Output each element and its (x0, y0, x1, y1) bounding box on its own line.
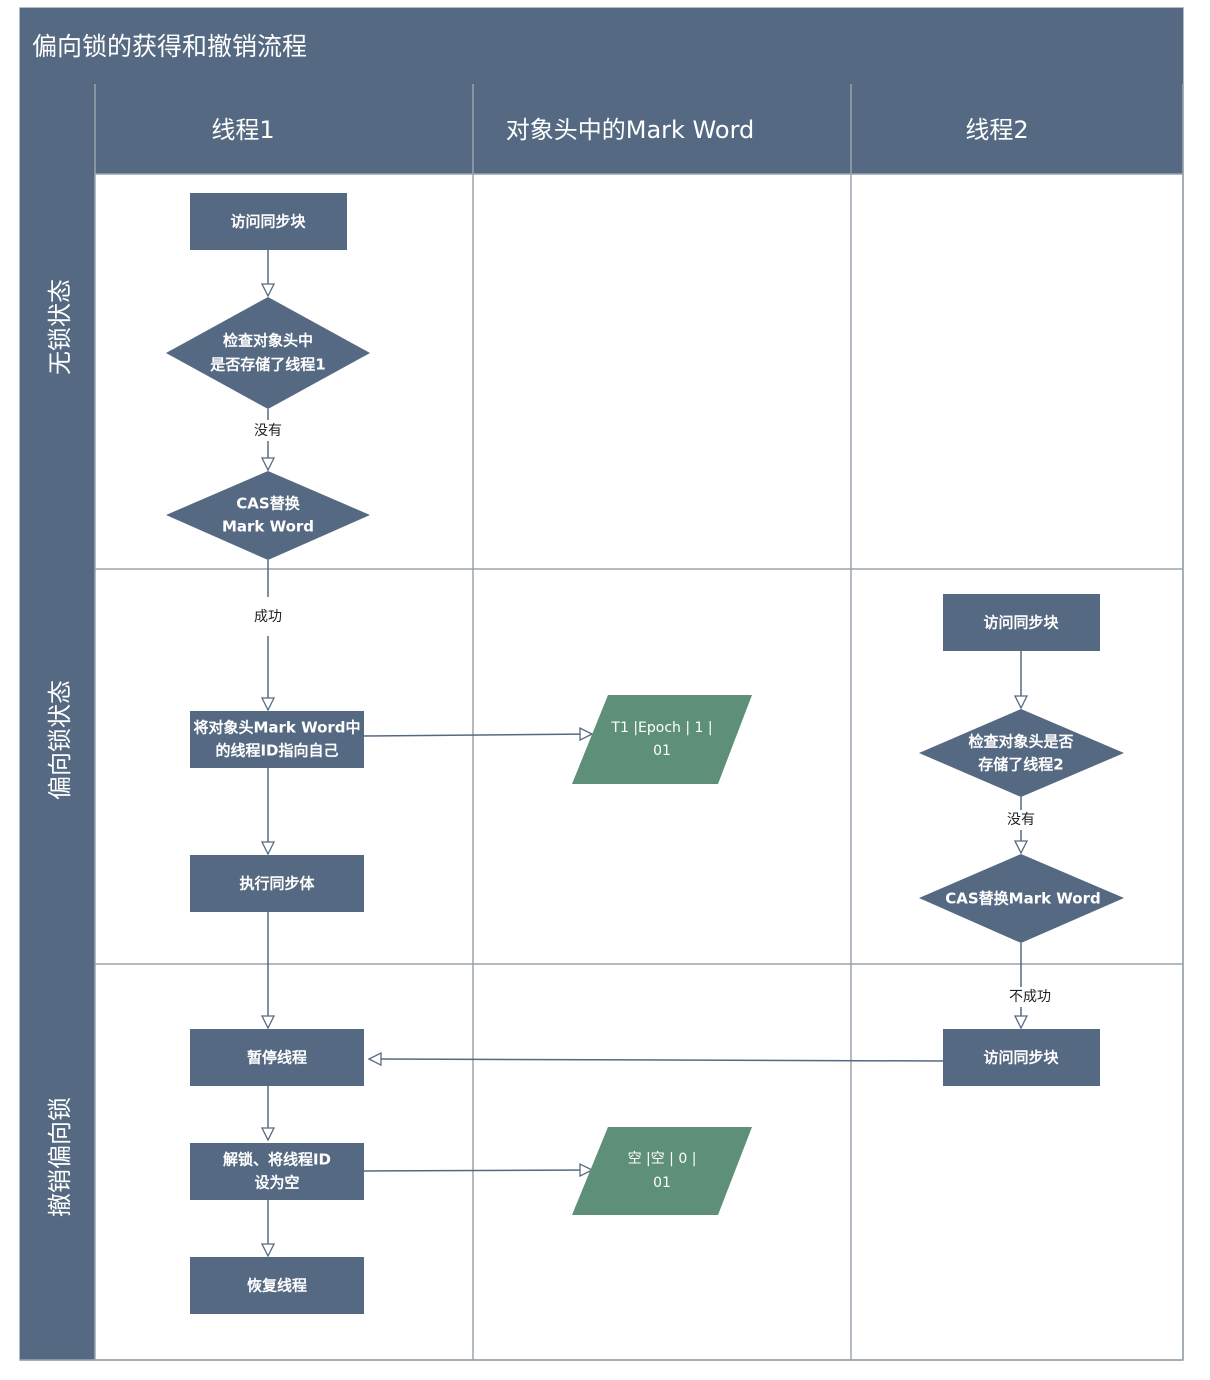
node-t1-unlock: 解锁、将线程ID 设为空 (190, 1143, 364, 1200)
node-t2-check: 检查对象头是否 存储了线程2 (919, 709, 1124, 797)
node-t1-point: 将对象头Mark Word中 的线程ID指向自己 (190, 711, 364, 768)
node-label-line2: 01 (653, 743, 671, 759)
node-t1-check: 检查对象头中 是否存储了线程1 (166, 297, 370, 409)
node-t1-pause: 暂停线程 (190, 1029, 364, 1086)
node-label-line1: CAS替换 (236, 495, 300, 513)
node-label: 暂停线程 (247, 1049, 307, 1067)
lane-title-thread2: 线程2 (965, 116, 1028, 144)
node-label-line2: 的线程ID指向自己 (215, 742, 338, 760)
swimlane-grid (20, 84, 1184, 1361)
node-label-line1: 空 |空 | 0 | (628, 1151, 697, 1167)
node-label-line1: 解锁、将线程ID (223, 1151, 331, 1169)
node-label-line2: 01 (653, 1175, 671, 1191)
edge-label-t2-fail: 不成功 (1009, 989, 1051, 1005)
node-t1-access: 访问同步块 (190, 193, 347, 250)
node-label-line2: 设为空 (254, 1174, 299, 1192)
connectors (268, 250, 1021, 1256)
edge-label-t1-success: 成功 (254, 609, 282, 625)
node-t2-access2: 访问同步块 (943, 1029, 1100, 1086)
node-t2-access: 访问同步块 (943, 594, 1100, 651)
node-label-line1: 检查对象头是否 (968, 733, 1073, 751)
node-t1-cas: CAS替换 Mark Word (166, 471, 370, 560)
lane-title-thread1: 线程1 (211, 116, 274, 144)
phase-title-biased: 偏向锁状态 (46, 680, 74, 800)
edge-label-t2-no: 没有 (1007, 812, 1035, 828)
node-t1-execute: 执行同步体 (190, 855, 364, 912)
node-t1-resume: 恢复线程 (190, 1257, 364, 1314)
node-label: CAS替换Mark Word (945, 890, 1101, 908)
node-t2-cas: CAS替换Mark Word (919, 854, 1124, 943)
node-label-line1: 检查对象头中 (223, 332, 313, 350)
title-bar (20, 8, 1183, 84)
node-label: 访问同步块 (230, 213, 306, 231)
node-label: 执行同步体 (239, 875, 315, 893)
phase-title-revoke: 撤销偏向锁 (46, 1097, 74, 1217)
node-label-line2: 是否存储了线程1 (209, 356, 325, 374)
edge-unlock-to-mw-empty (363, 1170, 592, 1171)
node-label-line1: T1 |Epoch | 1 | (610, 720, 712, 736)
phase-column (20, 84, 95, 1360)
node-mw-biased: T1 |Epoch | 1 | 01 (572, 695, 752, 784)
lane-title-mark-word: 对象头中的Mark Word (506, 116, 755, 144)
diagram-title: 偏向锁的获得和撤销流程 (32, 32, 307, 61)
edge-t2-access2-to-pause (369, 1059, 944, 1061)
node-label-line1: 将对象头Mark Word中 (193, 719, 360, 737)
node-label-line2: Mark Word (222, 518, 314, 536)
node-label: 恢复线程 (247, 1277, 307, 1295)
node-label: 访问同步块 (983, 1049, 1059, 1067)
node-label-line2: 存储了线程2 (978, 756, 1063, 774)
edge-label-t1-no: 没有 (254, 423, 282, 439)
node-label: 访问同步块 (983, 614, 1059, 632)
lane-header (95, 84, 1183, 174)
phase-title-unlocked: 无锁状态 (46, 279, 74, 375)
node-mw-empty: 空 |空 | 0 | 01 (572, 1127, 752, 1215)
edge-point-to-mw-biased (363, 734, 592, 736)
